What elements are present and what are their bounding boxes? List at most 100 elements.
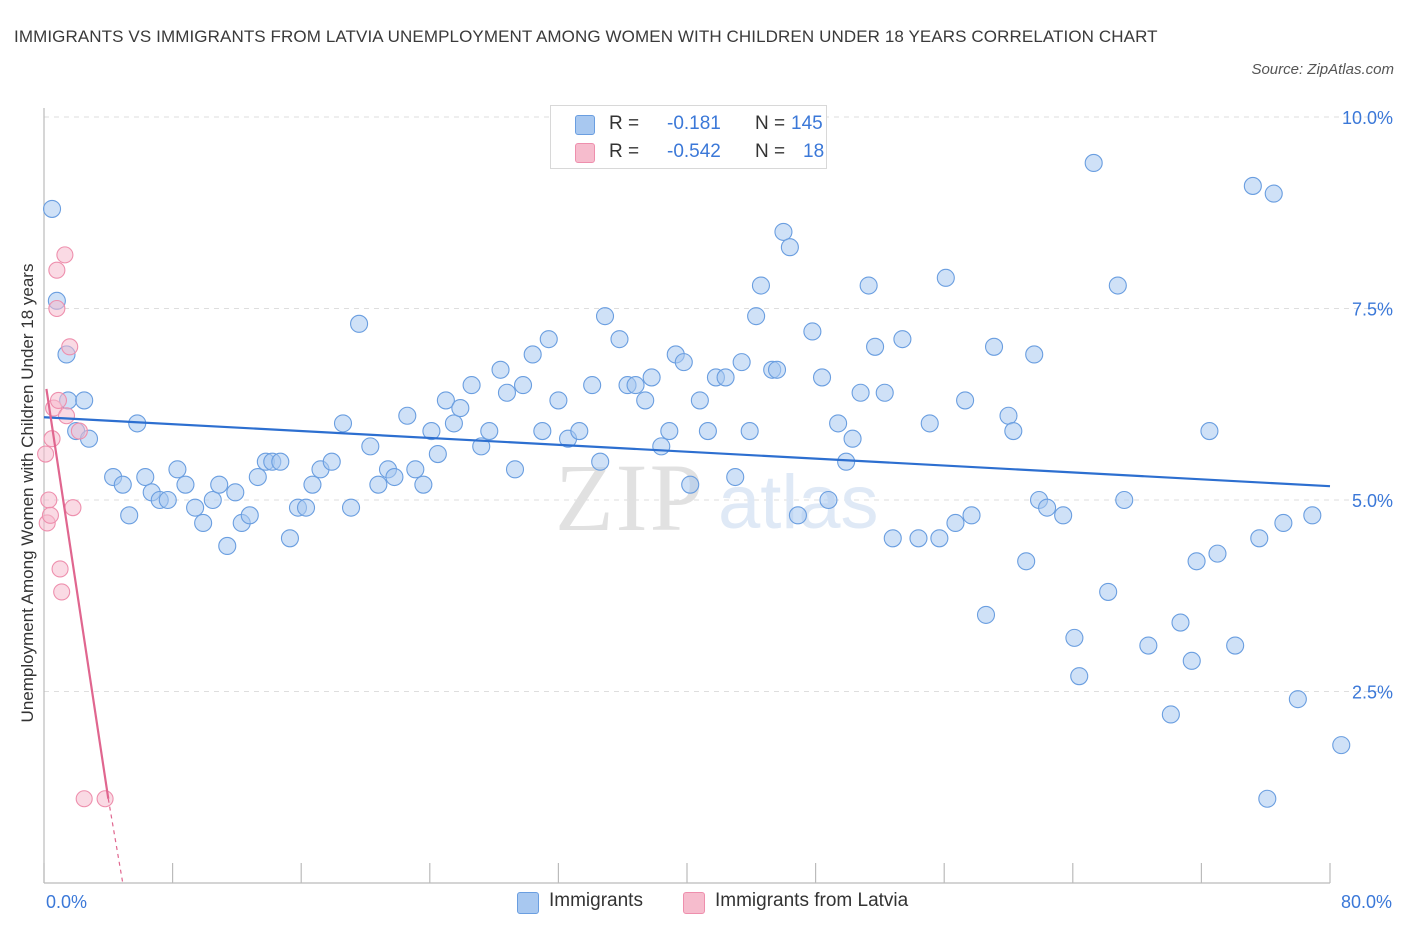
- immigrants-point: [280, 529, 299, 548]
- immigrants-point: [1065, 628, 1084, 647]
- immigrants-point: [803, 322, 822, 341]
- immigrants-points: [42, 153, 1351, 808]
- immigrants-point: [930, 529, 949, 548]
- source-label: Source: ZipAtlas.com: [1251, 61, 1394, 78]
- immigrants-point: [674, 353, 693, 372]
- immigrants-point: [186, 498, 205, 517]
- immigrants-point: [1171, 613, 1190, 632]
- immigrants-point: [444, 414, 463, 433]
- immigrants-point: [462, 376, 481, 395]
- immigrants-point: [369, 475, 388, 494]
- immigrants-point: [1004, 422, 1023, 441]
- immigrants-point: [740, 422, 759, 441]
- immigrants-point: [533, 422, 552, 441]
- latvia-point: [49, 391, 68, 409]
- latvia-point: [48, 299, 66, 318]
- legend-n-label: N =: [755, 113, 786, 134]
- latvia-point: [56, 246, 74, 264]
- immigrants-point: [341, 498, 361, 517]
- latvia-point: [48, 261, 66, 279]
- immigrants-point: [732, 353, 751, 372]
- latvia-point: [51, 560, 69, 578]
- immigrants-point: [962, 506, 981, 525]
- bottom-legend-swatch-pink: [683, 892, 705, 914]
- chart-title: IMMIGRANTS VS IMMIGRANTS FROM LATVIA UNE…: [14, 27, 1158, 46]
- immigrants-point: [652, 437, 671, 456]
- legend-n-value: 18: [803, 141, 825, 162]
- immigrants-point: [120, 506, 139, 525]
- immigrants-point: [767, 360, 787, 379]
- immigrants-point: [819, 490, 838, 510]
- immigrants-point: [1038, 498, 1057, 517]
- latvia-point: [41, 506, 59, 524]
- latvia-point: [61, 338, 79, 356]
- immigrants-point: [591, 452, 610, 471]
- immigrants-point: [636, 391, 655, 410]
- immigrants-point: [1054, 506, 1073, 525]
- latvia-point: [37, 445, 55, 463]
- trend-lines: [43, 388, 1331, 884]
- immigrants-point: [1108, 276, 1127, 295]
- latvia-point: [40, 491, 58, 509]
- immigrants-point: [690, 391, 709, 410]
- immigrants-point: [333, 414, 353, 433]
- immigrants-point: [539, 330, 558, 349]
- latvia-point: [96, 790, 114, 808]
- immigrants-point: [296, 498, 316, 517]
- immigrants-point: [1274, 513, 1293, 533]
- immigrants-point: [698, 422, 717, 441]
- immigrants-point: [920, 414, 939, 433]
- immigrants-point: [1187, 552, 1206, 571]
- immigrants-point: [626, 376, 645, 395]
- legend-r-label: R =: [609, 113, 640, 134]
- immigrants-point: [1139, 636, 1158, 655]
- immigrants-point: [350, 314, 369, 333]
- immigrants-point: [271, 452, 290, 471]
- x-tick-label-min: 0.0%: [46, 892, 87, 912]
- legend-swatch-pink: [575, 143, 595, 163]
- immigrants-point: [210, 475, 229, 494]
- immigrants-point: [398, 406, 417, 425]
- immigrants-point: [999, 406, 1018, 425]
- immigrants-point: [248, 467, 267, 487]
- immigrants-point: [194, 513, 213, 533]
- watermark-atlas: atlas: [718, 460, 879, 545]
- bottom-legend-label: Immigrants from Latvia: [715, 890, 909, 911]
- immigrants-trend-line: [43, 416, 1331, 488]
- x-tick-labels: 0.0% 80.0%: [46, 892, 1392, 912]
- immigrants-point: [422, 422, 441, 441]
- immigrants-point: [829, 414, 848, 433]
- immigrants-point: [168, 460, 187, 479]
- immigrants-point: [75, 391, 94, 410]
- immigrants-point: [570, 422, 589, 441]
- y-tick-label: 7.5%: [1352, 300, 1393, 320]
- legend-n-label: N =: [755, 141, 786, 162]
- legend-swatch-blue: [575, 115, 595, 135]
- immigrants-point: [361, 437, 380, 456]
- watermark: ZIP atlas: [555, 444, 879, 551]
- immigrants-point: [866, 337, 885, 356]
- immigrants-point: [1332, 736, 1351, 755]
- immigrants-point: [472, 437, 491, 456]
- immigrants-point: [491, 360, 510, 379]
- immigrants-point: [176, 475, 195, 494]
- immigrants-point: [414, 475, 433, 494]
- immigrants-point: [303, 475, 322, 494]
- y-tick-label: 5.0%: [1352, 491, 1393, 511]
- immigrants-point: [859, 276, 878, 295]
- immigrants-point: [681, 475, 700, 494]
- latvia-points: [37, 246, 114, 808]
- immigrants-point: [1161, 705, 1180, 724]
- immigrants-point: [1303, 506, 1322, 525]
- immigrants-point: [893, 330, 912, 349]
- immigrants-point: [843, 429, 862, 448]
- immigrants-point: [788, 506, 807, 525]
- immigrants-point: [497, 383, 517, 402]
- immigrants-point: [1250, 529, 1269, 548]
- immigrants-point: [136, 467, 155, 487]
- immigrants-point: [322, 452, 341, 471]
- immigrants-point: [774, 222, 793, 241]
- immigrants-point: [523, 345, 542, 364]
- immigrants-point: [1115, 490, 1134, 510]
- immigrants-point: [747, 307, 766, 326]
